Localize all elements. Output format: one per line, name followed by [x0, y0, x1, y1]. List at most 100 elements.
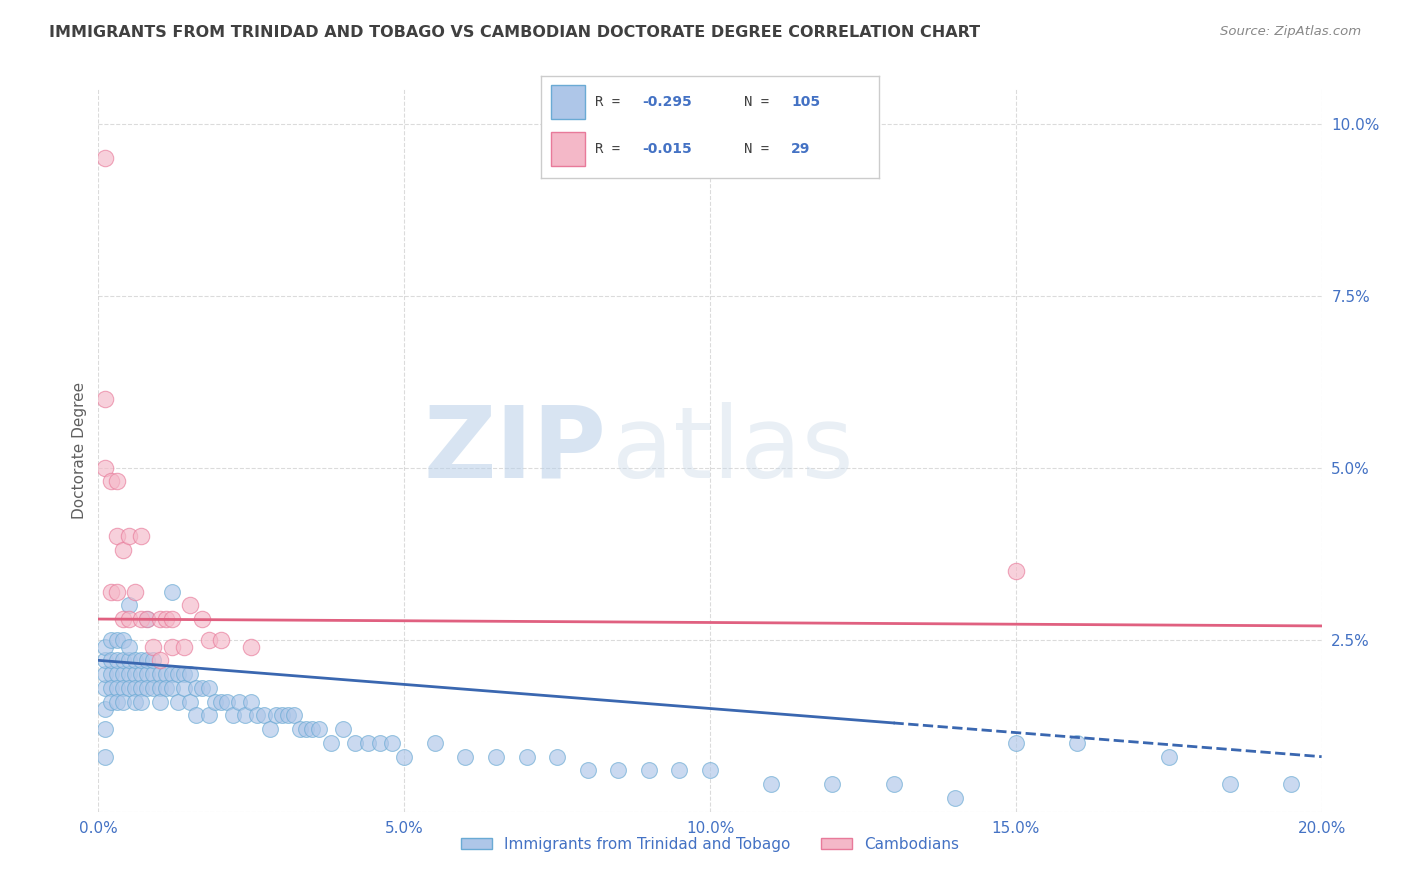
Point	[136, 612, 159, 626]
Point	[1219, 777, 1241, 791]
Point	[259, 722, 281, 736]
Point	[240, 640, 263, 654]
Point	[136, 667, 159, 681]
Point	[93, 151, 115, 165]
Point	[118, 653, 141, 667]
Point	[197, 632, 219, 647]
Point	[381, 736, 404, 750]
Point	[1157, 749, 1180, 764]
Point	[129, 681, 152, 695]
Text: Source: ZipAtlas.com: Source: ZipAtlas.com	[1220, 25, 1361, 38]
Point	[149, 695, 172, 709]
Point	[344, 736, 367, 750]
Point	[356, 736, 378, 750]
Point	[155, 612, 177, 626]
Point	[546, 749, 568, 764]
Point	[607, 764, 630, 778]
Point	[576, 764, 599, 778]
Point	[423, 736, 446, 750]
Point	[100, 584, 122, 599]
Point	[179, 695, 201, 709]
Point	[105, 667, 128, 681]
Point	[149, 612, 172, 626]
Point	[129, 667, 152, 681]
Point	[186, 681, 208, 695]
Point	[124, 681, 146, 695]
Point	[173, 640, 195, 654]
Point	[129, 653, 152, 667]
Point	[270, 708, 292, 723]
Point	[222, 708, 245, 723]
Point	[93, 701, 115, 715]
Point	[105, 632, 128, 647]
Point	[240, 695, 263, 709]
Point	[118, 599, 141, 613]
Text: -0.295: -0.295	[643, 95, 692, 109]
Point	[264, 708, 287, 723]
Point	[129, 695, 152, 709]
Point	[118, 640, 141, 654]
Point	[100, 667, 122, 681]
Point	[301, 722, 323, 736]
Point	[179, 599, 201, 613]
Point	[93, 667, 115, 681]
Point	[295, 722, 318, 736]
Point	[1004, 564, 1026, 578]
Point	[100, 653, 122, 667]
Point	[821, 777, 844, 791]
Point	[136, 681, 159, 695]
Point	[105, 475, 128, 489]
Point	[160, 640, 183, 654]
Point	[160, 667, 183, 681]
Point	[191, 681, 214, 695]
Point	[173, 667, 195, 681]
Point	[100, 475, 122, 489]
Point	[368, 736, 391, 750]
Point	[149, 653, 172, 667]
Point	[136, 653, 159, 667]
Point	[191, 612, 214, 626]
Point	[105, 653, 128, 667]
Y-axis label: Doctorate Degree: Doctorate Degree	[72, 382, 87, 519]
Point	[332, 722, 354, 736]
Point	[392, 749, 416, 764]
Point	[105, 584, 128, 599]
Point	[668, 764, 690, 778]
Point	[209, 695, 232, 709]
Point	[290, 722, 312, 736]
Point	[149, 667, 172, 681]
Point	[759, 777, 782, 791]
Point	[93, 749, 115, 764]
Point	[485, 749, 508, 764]
FancyBboxPatch shape	[551, 85, 585, 119]
Point	[136, 612, 159, 626]
Point	[883, 777, 905, 791]
Point	[100, 681, 122, 695]
Point	[111, 632, 134, 647]
Point	[124, 695, 146, 709]
Point	[149, 681, 172, 695]
Point	[93, 640, 115, 654]
Point	[93, 460, 115, 475]
Point	[155, 681, 177, 695]
Point	[197, 708, 219, 723]
Point	[699, 764, 721, 778]
Point	[118, 529, 141, 543]
Point	[105, 681, 128, 695]
Point	[111, 695, 134, 709]
Text: 105: 105	[792, 95, 820, 109]
Point	[167, 695, 190, 709]
Point	[105, 529, 128, 543]
Point	[1004, 736, 1026, 750]
Text: 29: 29	[792, 142, 810, 156]
Point	[129, 612, 152, 626]
Point	[1066, 736, 1088, 750]
Point	[160, 584, 183, 599]
Point	[1279, 777, 1302, 791]
Point	[173, 681, 195, 695]
Point	[118, 667, 141, 681]
Point	[637, 764, 661, 778]
Point	[111, 653, 134, 667]
Point	[142, 653, 165, 667]
Point	[454, 749, 477, 764]
